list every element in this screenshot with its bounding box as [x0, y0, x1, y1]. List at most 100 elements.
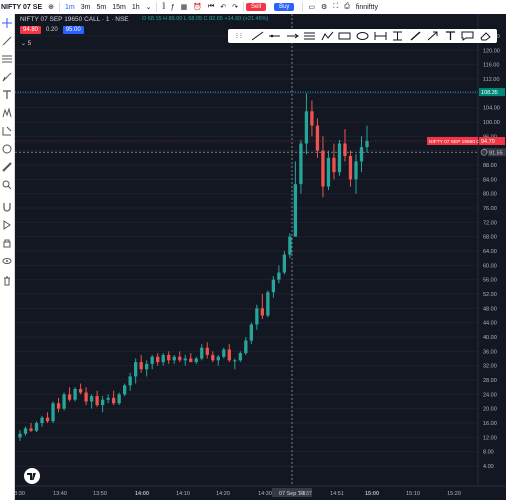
candle-body: [216, 356, 220, 361]
layout-icon[interactable]: ▭: [308, 4, 316, 11]
y-tick-label: 112.00: [483, 77, 499, 83]
pattern-icon[interactable]: [2, 108, 12, 118]
prediction-icon[interactable]: [2, 126, 12, 136]
alert-icon[interactable]: ⏰: [193, 4, 202, 11]
candle-body: [222, 349, 226, 357]
interval-15m[interactable]: 15m: [112, 3, 126, 11]
candle-body: [62, 394, 66, 409]
username[interactable]: finniftty: [355, 3, 379, 11]
interval-1h[interactable]: 1h: [131, 3, 140, 11]
fib-icon[interactable]: [2, 54, 12, 64]
x-tick-label: 15:10: [406, 491, 420, 497]
indicators-icon[interactable]: ƒ: [170, 3, 175, 11]
y-tick-label: 20.00: [483, 407, 497, 413]
candle-body: [23, 428, 28, 434]
x-tick-label: 13:40: [53, 491, 67, 497]
ellipse-tool-icon[interactable]: [356, 31, 369, 41]
ask-price[interactable]: 95.00: [62, 26, 84, 34]
drawing-tools-bar: [228, 29, 497, 43]
y-tick-label: 88.00: [483, 163, 497, 169]
candle-body: [365, 140, 369, 148]
text-tool-icon[interactable]: [2, 90, 12, 100]
candle-body: [238, 353, 242, 361]
candle-body: [321, 150, 325, 187]
candle-body: [332, 157, 336, 173]
hide-drawings-icon[interactable]: [2, 256, 12, 266]
y-tick-label: 104.00: [483, 106, 500, 112]
candle-body: [106, 397, 110, 400]
candle-body: [78, 388, 83, 393]
candle-body: [288, 236, 292, 255]
sell-button[interactable]: Sell: [246, 3, 267, 11]
candle-body: [343, 143, 347, 157]
candle-body: [326, 157, 331, 187]
ruler-icon[interactable]: [2, 162, 12, 172]
symbol-search[interactable]: NIFTY 07 SE: [1, 3, 43, 11]
candle-body: [282, 254, 287, 273]
crosshair-price-tag: [488, 148, 506, 157]
crosshair-icon[interactable]: [2, 18, 12, 28]
undo-icon[interactable]: ↶: [220, 4, 227, 11]
last-price-name-tag: [427, 136, 478, 145]
lock-drawings-icon[interactable]: [2, 220, 12, 230]
y-tick-label: 116.00: [483, 63, 499, 69]
candle-body: [211, 354, 215, 361]
chart-pane[interactable]: 4.00 8.00 12.00 16.00 20.00 24.00 28.00 32.00 36…: [15, 14, 506, 500]
zoom-in-icon[interactable]: [2, 180, 12, 190]
candle-body: [293, 184, 298, 237]
date-range-icon[interactable]: [374, 31, 387, 41]
candle-body: [249, 324, 253, 341]
candlestick-chart[interactable]: 4.00 8.00 12.00 16.00 20.00 24.00 28.00 32.00 36…: [15, 14, 506, 500]
trash-icon[interactable]: [2, 276, 12, 286]
buy-button[interactable]: Buy: [274, 3, 295, 11]
redo-icon[interactable]: ↷: [232, 4, 239, 11]
snapshot-icon[interactable]: ⎙: [344, 3, 350, 10]
candle-type-icon[interactable]: ⫿: [162, 3, 165, 10]
candle-body: [304, 111, 309, 144]
interval-5m[interactable]: 5m: [96, 3, 107, 11]
candle-body: [271, 279, 276, 293]
price-range-icon[interactable]: [391, 31, 404, 41]
line-tool-icon[interactable]: [251, 31, 264, 41]
indicator-toggle[interactable]: ⌄ 5: [21, 41, 32, 47]
x-tick-label: 14:51: [330, 491, 344, 497]
y-tick-label: 40.00: [483, 335, 497, 341]
callout-icon[interactable]: [461, 31, 474, 41]
spread-value: 0.20: [43, 26, 61, 34]
arrow-tool-icon[interactable]: [426, 31, 439, 41]
settings-icon[interactable]: ⚙: [321, 4, 328, 11]
templates-icon[interactable]: ▦: [180, 4, 188, 11]
path-tool-icon[interactable]: [321, 31, 334, 41]
magnet-icon[interactable]: [2, 202, 12, 212]
channel-tool-icon[interactable]: [303, 31, 316, 41]
interval-1m[interactable]: 1m: [64, 3, 75, 11]
candle-body: [277, 272, 281, 280]
chart-legend-ohlc: O 68.15 H 89.00 L 68.05 C 82.65 +14.60 (…: [142, 16, 269, 22]
candle-body: [260, 308, 265, 316]
eraser-icon[interactable]: [479, 31, 492, 41]
rectangle-tool-icon[interactable]: [338, 31, 351, 41]
candle-body: [161, 354, 165, 363]
text-note-icon[interactable]: [444, 31, 457, 41]
y-tick-label: 28.00: [483, 378, 497, 384]
fullscreen-icon[interactable]: ⛶: [333, 3, 339, 10]
ray-tool-icon[interactable]: [268, 31, 281, 41]
y-tick-label: 36.00: [483, 349, 497, 355]
drag-handle-icon[interactable]: [233, 31, 246, 41]
candle-body: [29, 428, 33, 431]
emoji-icon[interactable]: [2, 144, 12, 154]
y-tick-label: 24.00: [483, 392, 497, 398]
replay-icon[interactable]: ⏮: [207, 3, 215, 10]
bid-price[interactable]: 94.80: [20, 26, 42, 34]
brush-icon[interactable]: [2, 72, 12, 82]
brush-tool-icon[interactable]: [409, 31, 422, 41]
last-price-name: NIFTY 07 SEP 19650 CALL: [429, 139, 489, 145]
trend-line-icon[interactable]: [2, 36, 12, 46]
candle-body: [89, 396, 94, 402]
candle-body: [67, 394, 72, 400]
interval-dropdown-icon[interactable]: ⌄: [145, 4, 152, 11]
interval-3m[interactable]: 3m: [80, 3, 91, 11]
extended-line-icon[interactable]: [286, 31, 299, 41]
add-symbol-icon[interactable]: ⊕: [48, 4, 54, 11]
lock-icon[interactable]: [2, 238, 12, 248]
